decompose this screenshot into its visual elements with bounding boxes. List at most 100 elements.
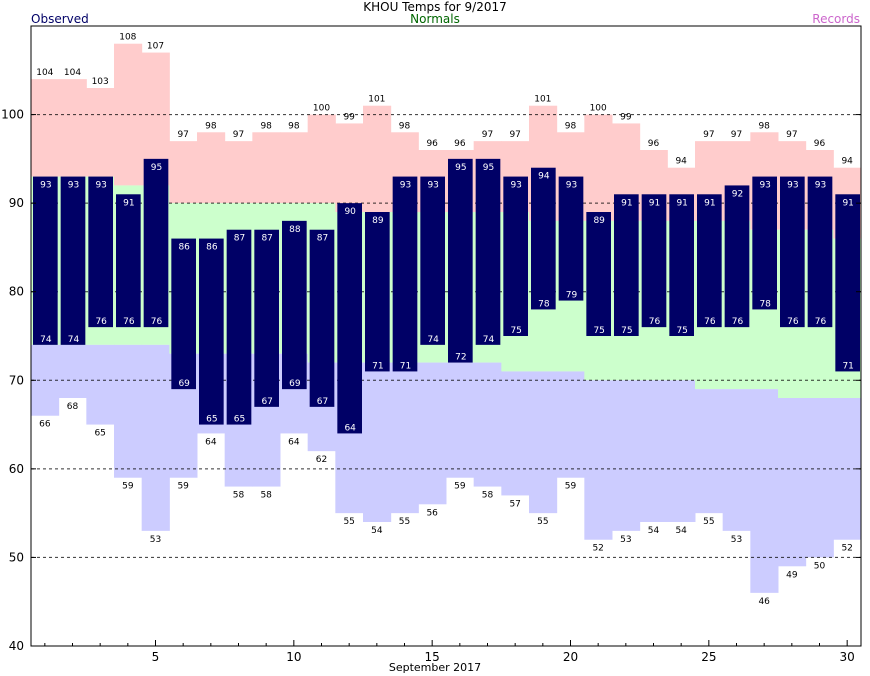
observed-low-label: 76 bbox=[704, 317, 716, 327]
record-high-band bbox=[169, 141, 198, 204]
observed-low-label: 74 bbox=[40, 335, 52, 345]
observed-low-label: 76 bbox=[732, 317, 744, 327]
record-high-band bbox=[280, 132, 309, 204]
record-high-band bbox=[31, 79, 60, 177]
record-low-label: 53 bbox=[731, 535, 742, 545]
record-high-label: 98 bbox=[565, 121, 577, 131]
observed-bar bbox=[282, 220, 307, 390]
y-tick-label: 80 bbox=[9, 285, 24, 299]
observed-bar bbox=[116, 194, 141, 328]
observed-bar bbox=[614, 194, 639, 336]
observed-high-label: 93 bbox=[40, 181, 51, 191]
record-low-label: 62 bbox=[316, 455, 327, 465]
observed-low-label: 74 bbox=[427, 335, 439, 345]
observed-low-label: 78 bbox=[759, 299, 771, 309]
observed-high-label: 91 bbox=[621, 198, 632, 208]
observed-high-label: 91 bbox=[123, 198, 134, 208]
observed-low-label: 69 bbox=[289, 379, 301, 389]
observed-bar bbox=[558, 176, 584, 301]
observed-bar bbox=[531, 167, 556, 310]
record-high-band bbox=[224, 141, 253, 204]
observed-high-label: 94 bbox=[538, 172, 550, 182]
observed-high-label: 91 bbox=[704, 198, 715, 208]
y-tick-label: 100 bbox=[1, 108, 24, 122]
record-high-label: 97 bbox=[509, 130, 520, 140]
record-high-label: 97 bbox=[177, 130, 188, 140]
x-tick-label: 10 bbox=[286, 650, 301, 664]
record-low-label: 54 bbox=[675, 526, 687, 536]
record-high-label: 99 bbox=[620, 112, 632, 122]
record-high-label: 100 bbox=[590, 104, 607, 114]
record-high-label: 97 bbox=[731, 130, 742, 140]
record-low-band bbox=[750, 389, 779, 593]
observed-high-label: 93 bbox=[510, 181, 521, 191]
observed-bar bbox=[807, 176, 833, 328]
x-tick-label: 25 bbox=[701, 650, 716, 664]
record-high-label: 99 bbox=[343, 112, 355, 122]
chart-title: KHOU Temps for 9/2017 bbox=[363, 0, 507, 14]
record-low-label: 58 bbox=[482, 491, 494, 501]
y-tick-label: 40 bbox=[9, 639, 24, 653]
observed-low-label: 75 bbox=[593, 326, 604, 336]
record-low-band bbox=[390, 362, 419, 514]
observed-bar bbox=[780, 176, 805, 328]
record-low-label: 56 bbox=[426, 508, 438, 518]
observed-low-label: 75 bbox=[510, 326, 521, 336]
observed-low-label: 76 bbox=[151, 317, 163, 327]
observed-bar bbox=[365, 212, 390, 372]
record-low-band bbox=[722, 389, 751, 531]
record-low-band bbox=[612, 380, 641, 531]
observed-high-label: 87 bbox=[261, 234, 272, 244]
observed-bar bbox=[33, 176, 58, 345]
record-high-band bbox=[584, 114, 613, 221]
record-high-label: 98 bbox=[205, 121, 217, 131]
record-high-band bbox=[307, 114, 336, 204]
record-low-label: 55 bbox=[343, 517, 354, 527]
observed-high-label: 91 bbox=[842, 198, 853, 208]
x-tick-label: 30 bbox=[840, 650, 855, 664]
observed-low-label: 76 bbox=[815, 317, 827, 327]
record-low-label: 55 bbox=[399, 517, 410, 527]
observed-bar bbox=[724, 185, 750, 328]
record-high-label: 108 bbox=[119, 33, 136, 43]
x-tick-label: 15 bbox=[425, 650, 440, 664]
record-low-band bbox=[114, 344, 143, 478]
y-tick-label: 90 bbox=[9, 196, 24, 210]
record-low-band bbox=[556, 371, 585, 478]
record-high-band bbox=[58, 79, 87, 177]
observed-high-label: 87 bbox=[234, 234, 245, 244]
observed-low-label: 69 bbox=[178, 379, 190, 389]
observed-bar bbox=[309, 229, 335, 407]
record-low-label: 59 bbox=[122, 482, 134, 492]
legend-normals: Normals bbox=[410, 12, 460, 26]
observed-high-label: 86 bbox=[206, 243, 218, 253]
observed-low-label: 78 bbox=[538, 299, 550, 309]
observed-high-label: 95 bbox=[151, 163, 162, 173]
observed-bar bbox=[392, 176, 418, 372]
observed-high-label: 86 bbox=[178, 243, 190, 253]
observed-bar bbox=[254, 229, 279, 407]
observed-high-label: 89 bbox=[372, 216, 384, 226]
record-low-label: 66 bbox=[39, 420, 51, 430]
observed-low-label: 71 bbox=[400, 361, 411, 371]
observed-bar bbox=[199, 238, 224, 425]
observed-high-label: 89 bbox=[593, 216, 605, 226]
observed-high-label: 90 bbox=[344, 207, 356, 217]
record-high-label: 97 bbox=[233, 130, 244, 140]
record-low-label: 52 bbox=[592, 544, 603, 554]
observed-bar bbox=[586, 212, 611, 336]
x-tick-label: 5 bbox=[152, 650, 160, 664]
record-low-label: 46 bbox=[758, 597, 770, 607]
observed-low-label: 72 bbox=[455, 353, 466, 363]
observed-high-label: 93 bbox=[400, 181, 411, 191]
record-high-label: 103 bbox=[92, 77, 109, 87]
record-low-band bbox=[141, 344, 170, 531]
observed-bar bbox=[60, 176, 86, 345]
record-low-label: 49 bbox=[786, 570, 798, 580]
record-low-band bbox=[639, 380, 668, 522]
observed-low-label: 67 bbox=[317, 397, 328, 407]
observed-low-label: 75 bbox=[621, 326, 632, 336]
record-low-band bbox=[584, 380, 613, 540]
record-low-label: 50 bbox=[814, 561, 826, 571]
observed-high-label: 92 bbox=[732, 189, 743, 199]
